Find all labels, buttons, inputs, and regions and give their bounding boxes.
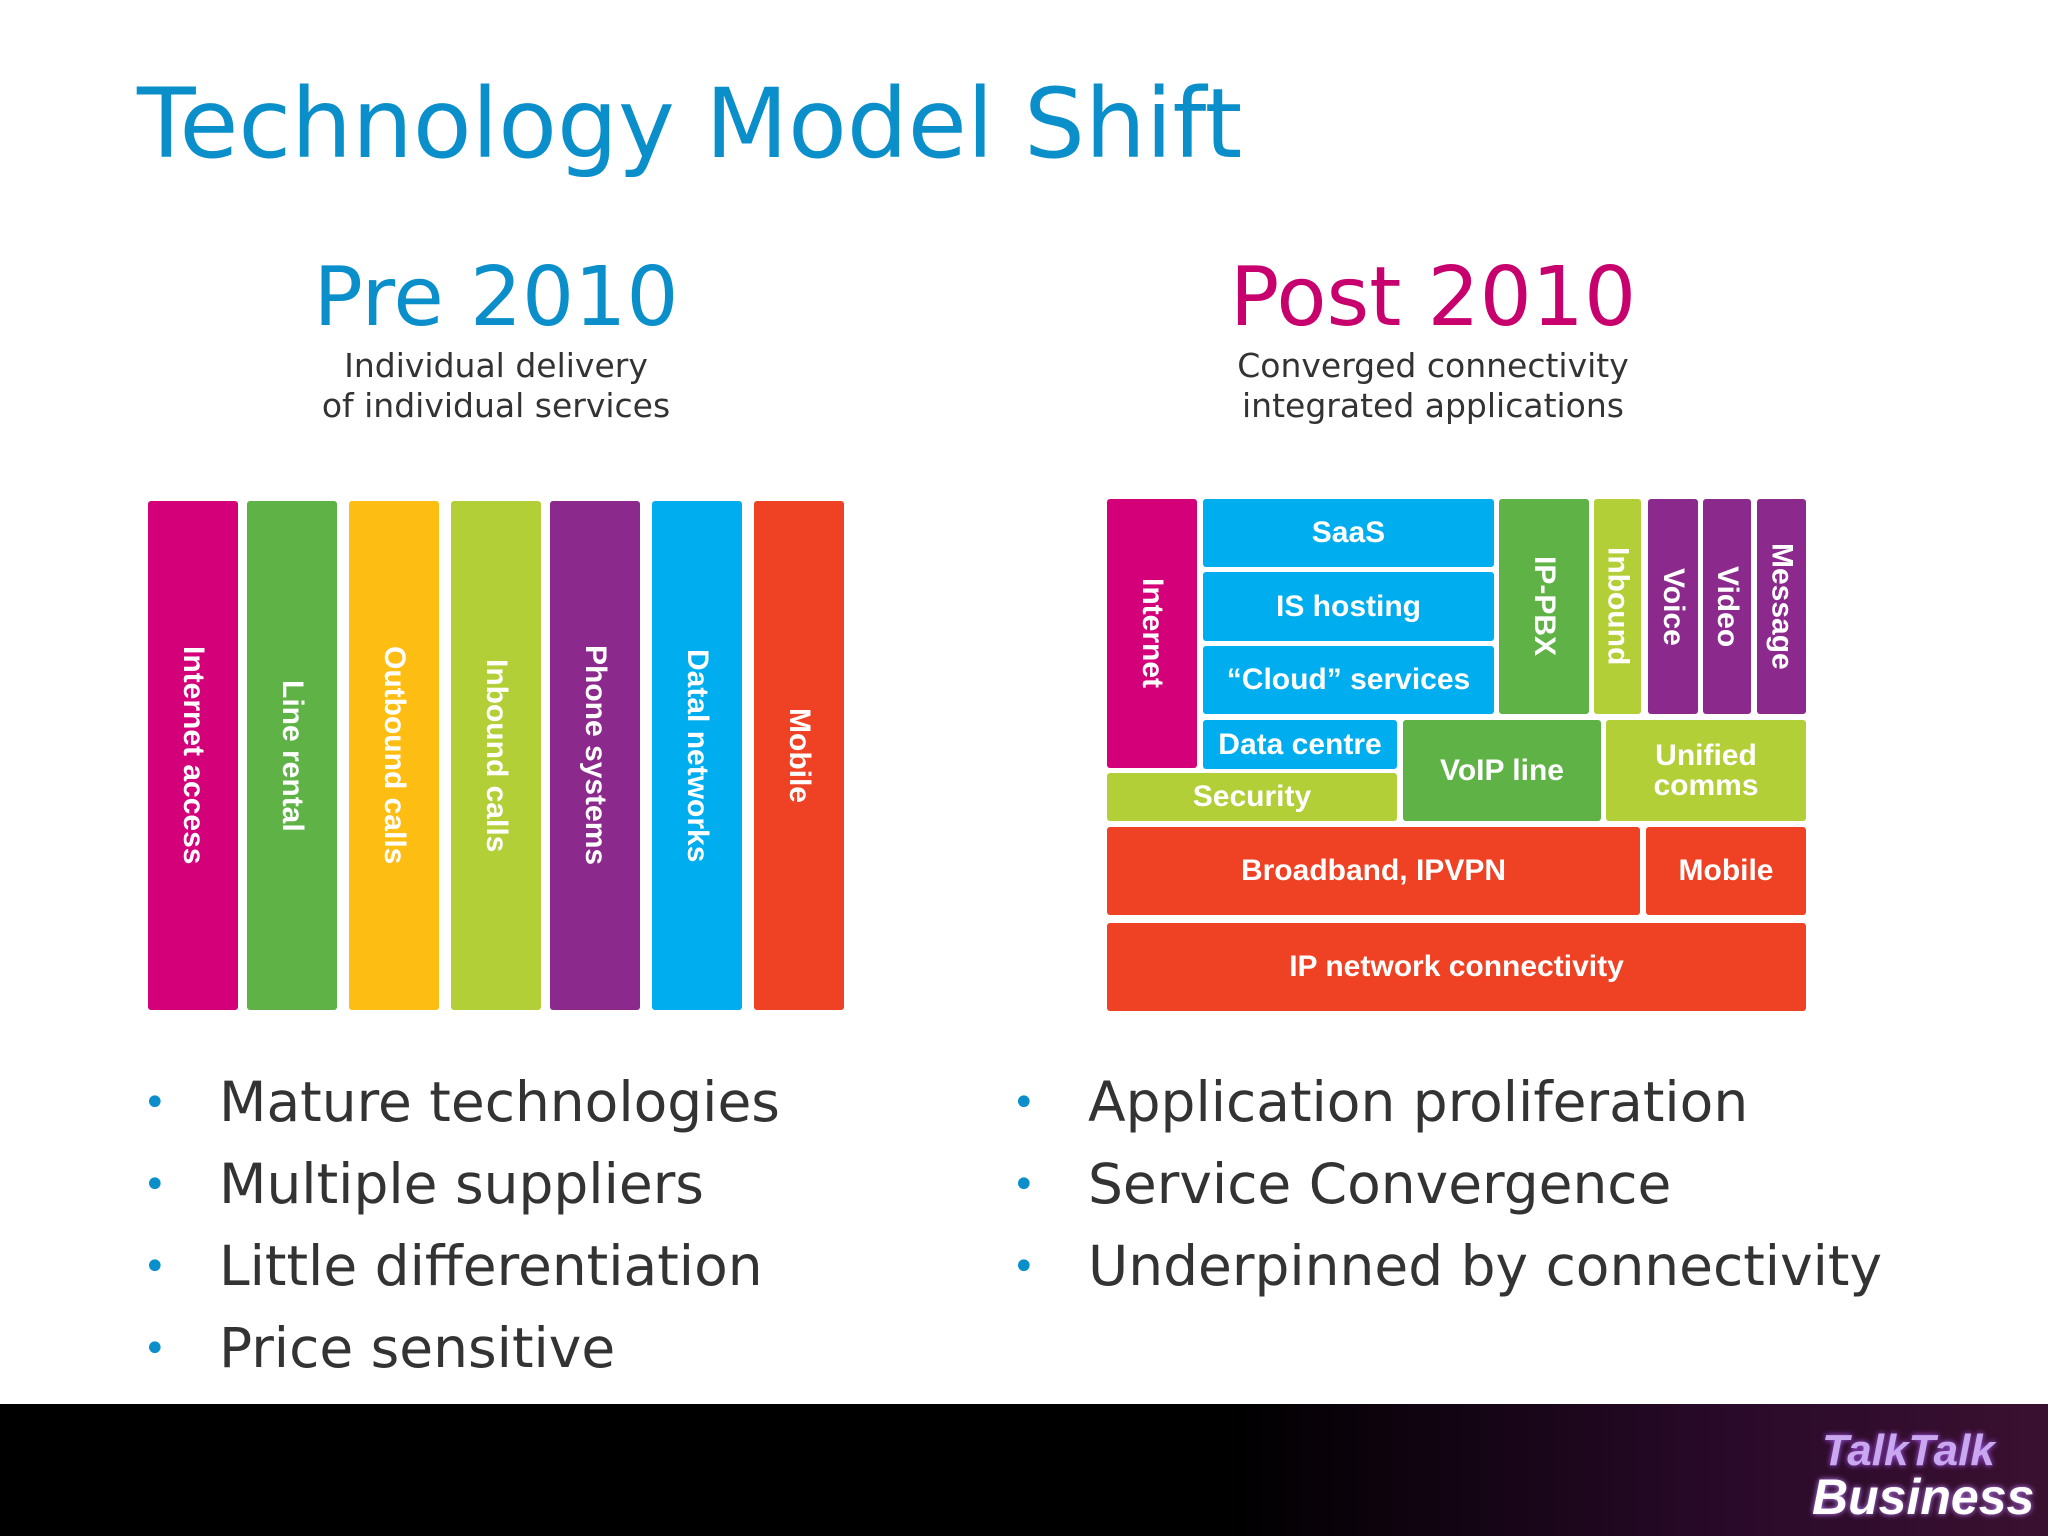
- bullet-text: Service Convergence: [1088, 1152, 1672, 1216]
- service-block: Message: [1757, 499, 1806, 714]
- bullet-dot: •: [1012, 1080, 1036, 1126]
- bullet-dot: •: [1012, 1244, 1036, 1290]
- service-block: Inbound: [1594, 499, 1641, 714]
- left-heading: Pre 2010: [313, 250, 679, 345]
- subtitle-line: Individual delivery: [344, 346, 648, 385]
- service-column: Inbound calls: [451, 501, 541, 1010]
- service-column: Line rental: [247, 501, 337, 1010]
- bullet-text: Mature technologies: [219, 1070, 780, 1134]
- service-block: Broadband, IPVPN: [1107, 827, 1640, 915]
- service-column: Phone systems: [550, 501, 640, 1010]
- service-block: Mobile: [1646, 827, 1806, 915]
- service-column: Mobile: [754, 501, 844, 1010]
- service-block: Video: [1703, 499, 1751, 714]
- subtitle-line: integrated applications: [1242, 386, 1624, 425]
- bullet-dot: •: [143, 1162, 167, 1208]
- bullet-text: Application proliferation: [1088, 1070, 1749, 1134]
- service-block: IS hosting: [1203, 572, 1494, 641]
- service-block: VoIP line: [1403, 720, 1601, 821]
- slide-title: Technology Model Shift: [137, 68, 1243, 180]
- bullet-text: Little differentiation: [219, 1234, 763, 1298]
- service-block: Unified comms: [1606, 720, 1806, 821]
- bullet-text: Underpinned by connectivity: [1088, 1234, 1883, 1298]
- service-column: Outbound calls: [349, 501, 439, 1010]
- logo-text: Business: [1812, 1469, 2035, 1525]
- subtitle-line: Converged connectivity: [1237, 346, 1629, 385]
- bullet-dot: •: [143, 1244, 167, 1290]
- bullet-dot: •: [143, 1080, 167, 1126]
- bullet-dot: •: [143, 1326, 167, 1372]
- logo-text: TalkTalk: [1822, 1426, 1995, 1475]
- service-block: Security: [1107, 773, 1397, 821]
- left-subtitle: Individual delivery of individual service…: [146, 346, 846, 426]
- service-column: Internet access: [148, 501, 238, 1010]
- service-block: IP network connectivity: [1107, 923, 1806, 1011]
- service-column: Datal networks: [652, 501, 742, 1010]
- bullet-dot: •: [1012, 1162, 1036, 1208]
- service-block: SaaS: [1203, 499, 1494, 567]
- service-block: Voice: [1648, 499, 1698, 714]
- right-subtitle: Converged connectivity integrated applica…: [1083, 346, 1783, 426]
- footer-band: TalkTalk Business: [0, 1404, 2048, 1536]
- bullet-text: Price sensitive: [219, 1316, 616, 1380]
- service-block: Data centre: [1203, 720, 1397, 769]
- right-heading: Post 2010: [1229, 250, 1637, 345]
- subtitle-line: of individual services: [321, 386, 671, 425]
- bullet-text: Multiple suppliers: [219, 1152, 704, 1216]
- service-block: Internet: [1107, 499, 1197, 768]
- service-block: “Cloud” services: [1203, 646, 1494, 714]
- service-block: IP-PBX: [1499, 499, 1589, 714]
